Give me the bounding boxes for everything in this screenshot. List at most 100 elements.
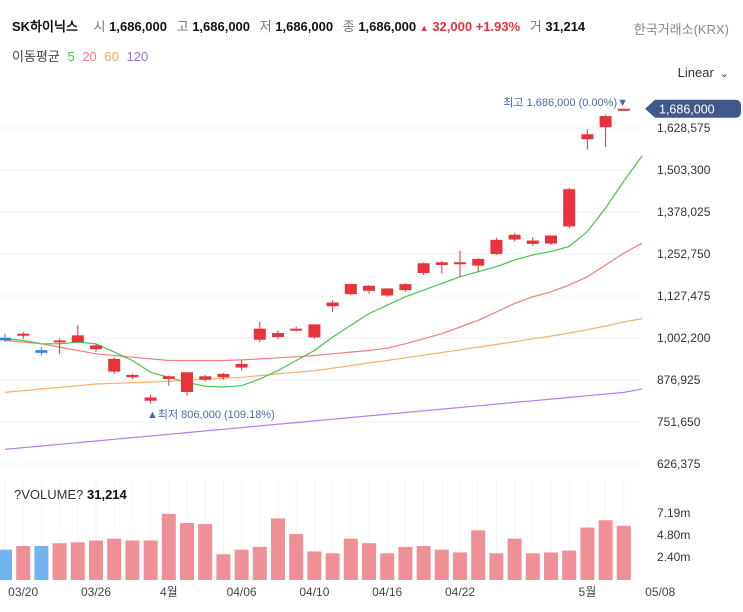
- high-label: 고: [176, 19, 189, 34]
- candle-up: [144, 397, 157, 401]
- ma5-line: [4, 155, 643, 388]
- last-price-tag: [645, 99, 741, 118]
- x-tick-label: 04/06: [227, 585, 257, 599]
- candle-up: [617, 108, 630, 111]
- volume-bar: [525, 553, 540, 580]
- x-tick-label: 03/20: [8, 585, 38, 599]
- ma-legend: 이동평균 5 20 60 120: [12, 46, 148, 65]
- ma60-line: [4, 318, 643, 393]
- volume-bar: [416, 545, 431, 580]
- candle-up: [526, 240, 539, 244]
- candle-up: [399, 284, 412, 291]
- candle-up: [581, 134, 594, 140]
- ma120-legend[interactable]: 120: [126, 49, 149, 64]
- stock-name: SK하이닉스: [12, 19, 78, 34]
- volume-bar: [325, 553, 340, 580]
- low-label: 저: [259, 19, 272, 34]
- volume-bar: [507, 538, 522, 580]
- volume-bar: [562, 550, 577, 580]
- open-label: 시: [93, 19, 106, 34]
- scale-selector-label: Linear: [677, 65, 714, 80]
- volume-legend: ?VOLUME? 31,214: [14, 487, 127, 502]
- scale-selector[interactable]: Linear ⌄: [678, 65, 729, 80]
- x-tick-label: 03/26: [81, 585, 111, 599]
- volume-bar: [125, 540, 140, 580]
- volume-bar: [70, 542, 85, 580]
- high-value: 1,686,000: [192, 19, 251, 34]
- candle-up: [235, 363, 248, 368]
- candle-up: [126, 374, 139, 378]
- volume-bar: [580, 527, 595, 580]
- x-tick-label: 4월: [160, 585, 178, 599]
- volume-bar: [216, 554, 231, 580]
- volume-bar: [489, 553, 504, 580]
- candle-up: [71, 335, 84, 343]
- candle-up: [199, 376, 212, 380]
- y-tick-label: 1,127,475: [657, 289, 711, 303]
- candle-up: [90, 345, 102, 350]
- ma5-legend[interactable]: 5: [67, 49, 75, 64]
- volume-bar: [380, 553, 395, 580]
- low-value: 1,686,000: [275, 19, 334, 34]
- candle-up: [181, 372, 193, 393]
- volume-legend-value: 31,214: [87, 487, 127, 502]
- volume-tick-label: 4.80m: [657, 528, 690, 542]
- volume-bar: [107, 538, 122, 580]
- candle-up: [508, 234, 521, 240]
- volume-legend-label: ?VOLUME?: [14, 487, 84, 502]
- volume-value: 31,214: [545, 19, 586, 34]
- candle-up: [162, 376, 175, 379]
- volume-bar: [252, 546, 267, 580]
- candle-up: [217, 373, 230, 378]
- volume-bar: [453, 552, 467, 580]
- candle-up: [108, 358, 121, 372]
- candle-up: [472, 258, 485, 266]
- y-tick-label: 1,002,200: [657, 331, 711, 345]
- volume-bar: [598, 520, 613, 580]
- volume-bar: [271, 518, 285, 580]
- candle-up: [563, 189, 576, 227]
- volume-tick-label: 2.40m: [657, 550, 690, 564]
- volume-bar: [89, 540, 103, 580]
- ma20-line: [4, 242, 643, 362]
- volume-tick-label: 7.19m: [657, 506, 690, 520]
- ma20-legend[interactable]: 20: [82, 49, 97, 64]
- volume-bar: [234, 549, 249, 580]
- candle-up: [344, 284, 357, 295]
- close-label: 종: [342, 19, 355, 34]
- candle-up: [490, 239, 503, 254]
- candle-down: [0, 337, 11, 341]
- high-annotation: 최고 1,686,000 (0.00%)▼: [503, 96, 628, 109]
- volume-bar: [34, 545, 49, 580]
- candle-up: [545, 235, 557, 244]
- volume-bar: [471, 530, 486, 580]
- x-tick-label: 5월: [579, 585, 597, 599]
- y-tick-label: 1,503,300: [657, 163, 711, 177]
- candle-up: [381, 288, 394, 296]
- candle-up: [454, 262, 466, 265]
- candle-up: [363, 285, 375, 291]
- candle-up: [253, 328, 266, 340]
- candle-up: [53, 340, 66, 343]
- y-tick-label: 626,375: [657, 457, 701, 471]
- y-tick-label: 876,925: [657, 373, 701, 387]
- candle-up: [435, 262, 448, 265]
- volume-bar: [16, 545, 31, 580]
- ma60-legend[interactable]: 60: [104, 49, 119, 64]
- change-percent: +1.93%: [475, 19, 521, 34]
- change-value: 32,000: [432, 19, 473, 34]
- volume-bar: [161, 513, 176, 580]
- candle-up: [599, 116, 612, 128]
- candle-up: [290, 328, 303, 331]
- volume-bar: [52, 543, 67, 580]
- chevron-down-icon: ⌄: [719, 68, 729, 80]
- volume-bar: [398, 546, 413, 580]
- volume-bar: [289, 534, 304, 580]
- low-annotation: ▲최저 806,000 (109.18%): [147, 408, 275, 421]
- volume-bar: [616, 525, 631, 580]
- exchange-label: 한국거래소(KRX): [633, 22, 729, 37]
- ma120-line: [4, 388, 643, 450]
- y-tick-label: 751,650: [657, 415, 701, 429]
- candle-up: [417, 263, 430, 274]
